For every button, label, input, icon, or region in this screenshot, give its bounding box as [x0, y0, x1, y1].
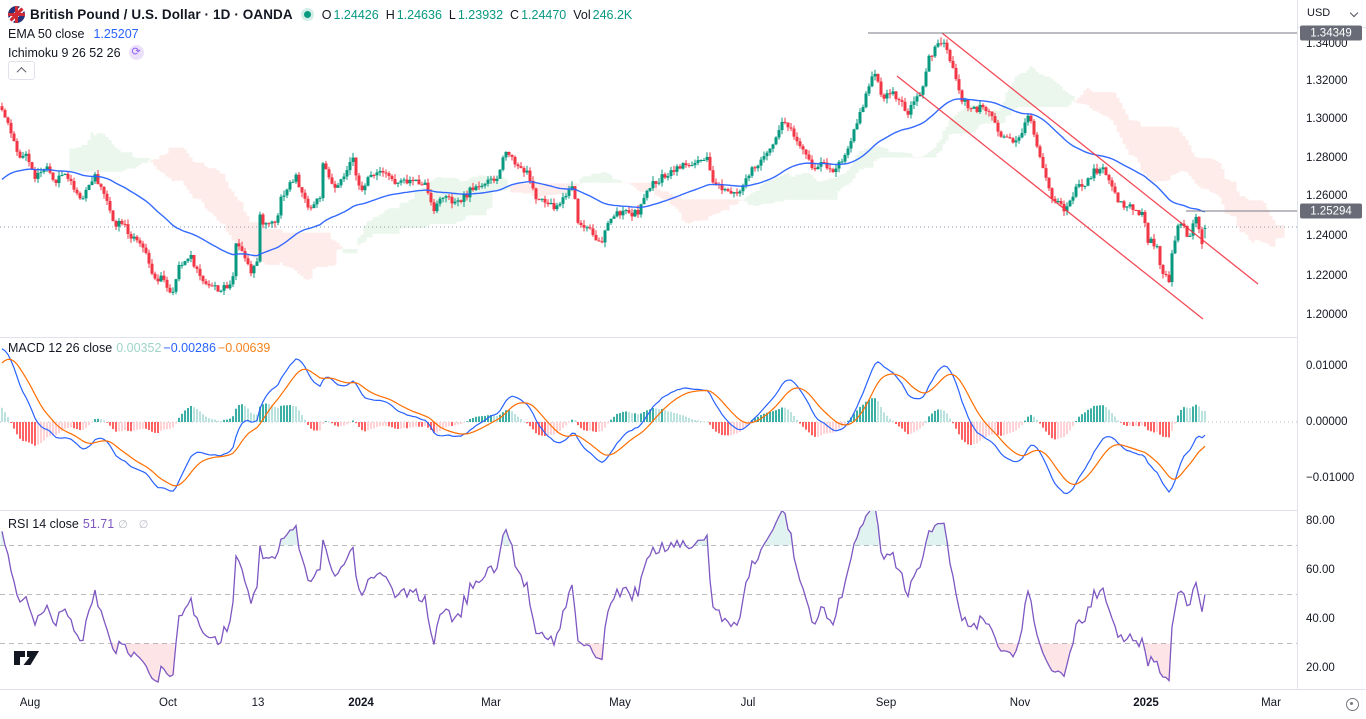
price-tick: 1.20000	[1306, 309, 1348, 321]
symbol-row[interactable]: British Pound / U.S. Dollar · 1D · OANDA…	[8, 5, 639, 24]
price-tick: 1.26000	[1306, 190, 1348, 202]
low-label: L	[448, 7, 456, 22]
price-tick: 1.22000	[1306, 270, 1348, 282]
price-axis-border	[1297, 0, 1298, 689]
time-tick: Oct	[159, 697, 177, 709]
volume-value: 246.2K	[592, 7, 633, 22]
market-status-icon[interactable]	[303, 11, 311, 18]
ema-indicator-row[interactable]: EMA 50 close 1.25207	[8, 24, 639, 43]
time-tick: Jul	[740, 697, 756, 709]
price-level-badge: 1.34349	[1300, 25, 1362, 41]
symbol-title[interactable]: British Pound / U.S. Dollar · 1D · OANDA	[30, 7, 293, 22]
time-tick: Nov	[1009, 697, 1031, 709]
macd-line-value: −0.00286	[163, 341, 216, 355]
rsi-value: 51.71	[82, 517, 115, 531]
time-tick: Sep	[875, 697, 897, 709]
price-axis[interactable]	[1298, 0, 1366, 689]
price-axis-header[interactable]: USD	[1298, 0, 1366, 28]
rsi-tick: 80.00	[1306, 515, 1335, 527]
macd-signal-value: −0.00639	[217, 341, 271, 355]
macd-hist-value: 0.00352	[116, 341, 162, 355]
gbp-flag-icon	[8, 6, 25, 23]
rsi-label: RSI 14 close	[8, 517, 79, 531]
rsi-legend-row[interactable]: RSI 14 close 51.71 ∅ ∅	[8, 517, 152, 531]
time-tick: Mar	[481, 697, 501, 709]
open-label: O	[321, 7, 332, 22]
time-tick: Mar	[1261, 697, 1281, 709]
ema-value: 1.25207	[93, 26, 139, 41]
repaint-refresh-icon[interactable]: ⟳	[128, 45, 144, 60]
time-tick: 13	[251, 697, 265, 709]
time-axis-border	[0, 689, 1366, 690]
chevron-up-icon	[16, 66, 27, 77]
rsi-tick: 20.00	[1306, 662, 1335, 674]
rsi-tick: 40.00	[1306, 613, 1335, 625]
ohlc-values: O 1.24426 H 1.24636 L 1.23932 C 1.24470 Vol 246.2…	[322, 8, 640, 22]
ichimoku-indicator-row[interactable]: Ichimoku 9 26 52 26 ⟳	[8, 43, 639, 62]
high-label: H	[385, 7, 395, 22]
pane-separator-macd-rsi[interactable]	[0, 510, 1366, 511]
close-value: 1.24470	[521, 7, 567, 22]
price-tick: 1.30000	[1306, 113, 1348, 125]
macd-tick: −0.01000	[1306, 472, 1355, 484]
ichimoku-label: Ichimoku 9 26 52 26	[8, 45, 121, 60]
legend-collapse-button[interactable]	[8, 61, 35, 80]
time-tick: May	[609, 697, 631, 709]
time-tick-year: 2024	[348, 697, 374, 709]
chart-legend: British Pound / U.S. Dollar · 1D · OANDA…	[8, 5, 639, 62]
volume-label: Vol	[573, 7, 591, 22]
time-tick-year: 2025	[1133, 697, 1159, 709]
currency-label: USD	[1307, 7, 1331, 19]
price-tick: 1.34000	[1306, 38, 1348, 50]
go-to-realtime-icon[interactable]	[1346, 698, 1359, 711]
low-value: 1.23932	[457, 7, 504, 22]
macd-tick: 0.01000	[1306, 360, 1348, 372]
price-tick: 1.32000	[1306, 75, 1348, 87]
time-axis[interactable]: Aug Oct 13 2024 Mar May Jul Sep Nov 2025…	[0, 690, 1366, 719]
macd-legend-row[interactable]: MACD 12 26 close 0.00352 −0.00286 −0.006…	[8, 341, 270, 355]
macd-label: MACD 12 26 close	[8, 341, 113, 355]
ema-label: EMA 50 close	[8, 26, 85, 41]
price-tick: 1.28000	[1306, 152, 1348, 164]
chart-plot-area[interactable]	[0, 0, 1297, 689]
time-tick: Aug	[19, 697, 41, 709]
open-value: 1.24426	[333, 7, 379, 22]
price-tick: 1.24000	[1306, 230, 1348, 242]
pane-separator-main-macd[interactable]	[0, 337, 1366, 338]
high-value: 1.24636	[396, 7, 442, 22]
price-level-badge: 1.25294	[1300, 203, 1362, 219]
rsi-hidden-values: ∅ ∅	[118, 518, 153, 531]
rsi-tick: 60.00	[1306, 564, 1335, 576]
macd-tick: 0.00000	[1306, 416, 1348, 428]
close-label: C	[510, 7, 520, 22]
tradingview-logo[interactable]	[13, 648, 41, 673]
chevron-down-icon[interactable]	[1349, 8, 1359, 18]
